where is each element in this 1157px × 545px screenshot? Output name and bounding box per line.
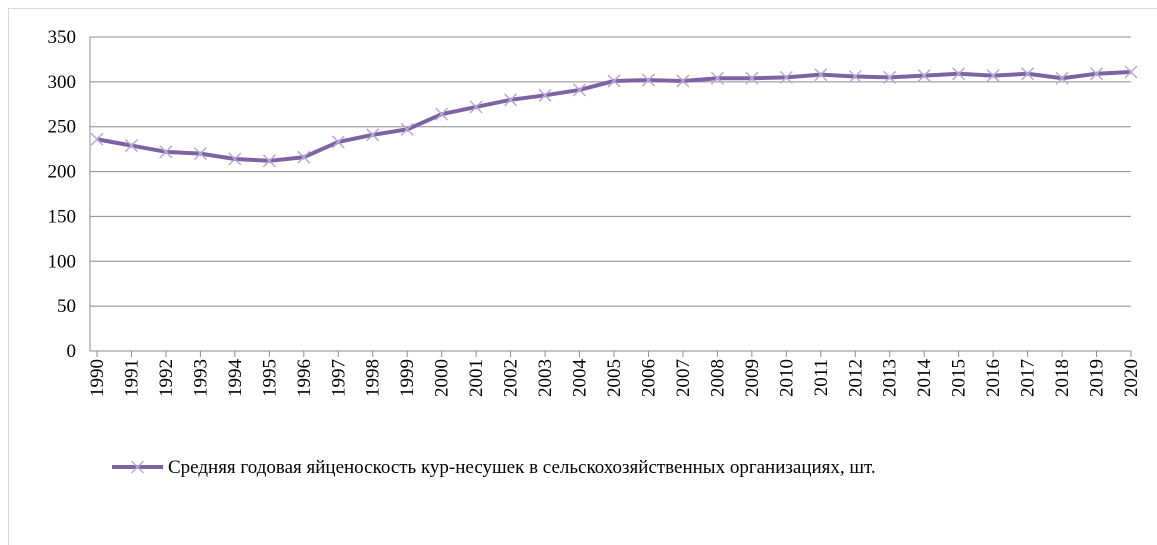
point-marker — [1124, 65, 1138, 79]
point-marker — [1021, 67, 1035, 81]
legend-marker — [130, 460, 145, 474]
x-tick-label: 2015 — [949, 359, 970, 397]
y-tick-label: 150 — [48, 206, 77, 227]
y-tick-label: 300 — [48, 72, 77, 93]
x-tick-label: 2014 — [914, 359, 935, 398]
point-marker — [262, 154, 276, 168]
x-tick-label: 2013 — [880, 359, 901, 397]
point-marker — [159, 145, 173, 159]
x-tick-label: 2016 — [983, 359, 1004, 397]
point-marker — [917, 69, 931, 83]
point-marker — [1089, 67, 1104, 81]
point-marker — [573, 83, 587, 97]
point-marker — [469, 100, 483, 114]
x-tick-label: 1998 — [363, 359, 384, 397]
x-tick-label: 1995 — [259, 359, 280, 397]
point-marker — [538, 88, 552, 102]
x-tick-label: 2019 — [1087, 359, 1108, 397]
point-marker — [400, 122, 414, 136]
x-tick-label: 2002 — [501, 359, 522, 397]
point-marker — [710, 71, 724, 85]
x-tick-label: 2005 — [604, 359, 625, 397]
point-marker — [435, 107, 449, 121]
x-tick-label: 2000 — [432, 359, 453, 397]
point-marker — [124, 139, 138, 153]
x-tick-label: 1996 — [294, 359, 315, 397]
point-marker — [607, 74, 621, 88]
x-tick-label: 2006 — [638, 359, 659, 397]
point-marker — [745, 71, 759, 85]
point-marker — [848, 69, 862, 84]
point-marker — [641, 73, 655, 87]
legend-label: Средняя годовая яйценоскость кур-несушек… — [168, 457, 876, 478]
chart-frame — [8, 8, 1157, 545]
series-line — [96, 69, 1132, 163]
x-tick-label: 1991 — [121, 359, 142, 397]
x-tick-label: 2009 — [742, 359, 763, 397]
x-tick-label: 2008 — [707, 359, 728, 397]
x-tick-label: 1992 — [156, 359, 177, 397]
y-tick-label: 50 — [57, 296, 76, 317]
x-tick-label: 2004 — [570, 359, 591, 398]
point-marker — [228, 152, 242, 166]
x-tick-label: 2011 — [811, 359, 832, 396]
x-tick-label: 2017 — [1018, 359, 1039, 397]
x-tick-label: 2010 — [776, 359, 797, 397]
point-marker — [504, 93, 518, 107]
point-marker — [676, 74, 690, 88]
y-tick-label: 250 — [48, 117, 77, 138]
point-marker — [779, 70, 793, 84]
x-tick-label: 1990 — [87, 359, 108, 397]
y-tick-label: 0 — [67, 341, 77, 362]
x-tick-label: 1993 — [190, 359, 211, 397]
point-marker — [90, 132, 104, 146]
x-tick-label: 2020 — [1121, 359, 1142, 397]
point-marker — [814, 68, 828, 82]
x-tick-label: 2012 — [845, 359, 866, 397]
point-marker — [193, 147, 207, 161]
point-marker — [1055, 71, 1069, 85]
point-marker — [366, 128, 380, 142]
point-marker — [331, 135, 345, 149]
x-tick-label: 2018 — [1052, 359, 1073, 397]
x-tick-label: 2003 — [535, 359, 556, 397]
x-tick-label: 2001 — [466, 359, 487, 397]
point-marker — [883, 70, 897, 84]
x-tick-label: 1999 — [397, 359, 418, 397]
x-tick-label: 1994 — [225, 359, 246, 398]
y-tick-label: 100 — [48, 251, 77, 272]
point-marker — [952, 67, 966, 81]
y-tick-label: 350 — [48, 27, 77, 48]
x-tick-label: 2007 — [673, 359, 694, 397]
y-tick-label: 200 — [48, 162, 77, 183]
x-tick-label: 1997 — [328, 359, 349, 397]
point-marker — [297, 150, 311, 164]
point-marker — [986, 69, 1000, 83]
